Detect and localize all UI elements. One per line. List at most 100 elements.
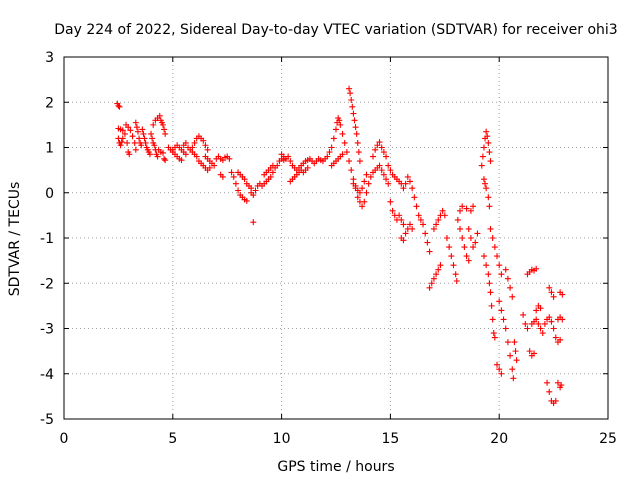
data-point (404, 173, 411, 180)
data-point (354, 194, 361, 201)
data-point (341, 139, 348, 146)
data-point (352, 182, 359, 189)
data-point (557, 336, 564, 343)
data-point (457, 225, 464, 232)
data-point (480, 144, 487, 151)
data-point (437, 262, 444, 269)
data-point (402, 180, 409, 187)
data-point (363, 171, 370, 178)
data-point (337, 121, 344, 128)
data-point (550, 325, 557, 332)
data-point (502, 325, 509, 332)
data-point (136, 135, 143, 142)
data-point (430, 225, 437, 232)
data-point (228, 169, 235, 176)
data-point (450, 262, 457, 269)
data-point (389, 207, 396, 214)
data-point (127, 127, 134, 134)
data-point (378, 144, 385, 151)
data-point (141, 135, 148, 142)
data-point (200, 137, 207, 144)
data-point (415, 212, 422, 219)
data-point (482, 180, 489, 187)
data-point (420, 221, 427, 228)
data-point (250, 219, 257, 226)
data-point (409, 225, 416, 232)
data-point (487, 225, 494, 232)
data-point (498, 271, 505, 278)
x-tick-label: 20 (490, 431, 508, 447)
data-point (509, 293, 516, 300)
chart-title: Day 224 of 2022, Sidereal Day-to-day VTE… (54, 22, 617, 38)
data-point (119, 135, 126, 142)
data-point (326, 149, 333, 156)
data-point (150, 121, 157, 128)
data-point (520, 311, 527, 318)
data-point (121, 130, 128, 137)
data-point (352, 124, 359, 131)
data-point (402, 230, 409, 237)
data-point (424, 239, 431, 246)
data-point (474, 230, 481, 237)
data-point (541, 320, 548, 327)
data-point (489, 316, 496, 323)
y-tick-label: -4 (40, 367, 54, 383)
data-point (406, 221, 413, 228)
data-point (219, 173, 226, 180)
data-point (361, 178, 368, 185)
data-point (124, 139, 131, 146)
data-point (160, 149, 167, 156)
data-point (535, 320, 542, 327)
data-point (346, 85, 353, 92)
data-point (380, 171, 387, 178)
data-point (559, 291, 566, 298)
y-tick-label: -2 (40, 276, 54, 292)
data-point (498, 370, 505, 377)
data-point (483, 185, 490, 192)
data-point (154, 115, 161, 122)
data-point (383, 153, 390, 160)
data-point (115, 102, 122, 109)
data-point (348, 167, 355, 174)
data-point (478, 162, 485, 169)
data-point (490, 330, 497, 337)
data-point (470, 244, 477, 251)
data-point (400, 185, 407, 192)
data-point (385, 180, 392, 187)
data-point (151, 142, 158, 149)
y-tick-label: 1 (45, 141, 54, 157)
data-point (413, 203, 420, 210)
data-point (347, 90, 354, 97)
data-point (406, 178, 413, 185)
data-point (411, 194, 418, 201)
data-point (487, 289, 494, 296)
data-point (346, 158, 353, 165)
data-point (269, 169, 276, 176)
data-point (533, 265, 540, 272)
y-tick-label: 3 (45, 50, 54, 66)
data-point (498, 307, 505, 314)
data-point (241, 176, 248, 183)
x-tick-label: 25 (599, 431, 617, 447)
data-point (494, 253, 501, 260)
data-point (470, 203, 477, 210)
data-point (479, 153, 486, 160)
data-point (385, 162, 392, 169)
data-point (369, 153, 376, 160)
data-point (500, 316, 507, 323)
data-point (496, 366, 503, 373)
data-point (129, 133, 136, 140)
data-point (287, 158, 294, 165)
data-point (484, 133, 491, 140)
x-tick-label: 5 (168, 431, 177, 447)
data-point (142, 139, 149, 146)
data-point (339, 151, 346, 158)
x-tick-label: 0 (60, 431, 69, 447)
data-point (507, 352, 514, 359)
y-tick-label: 0 (45, 186, 54, 202)
data-point (202, 142, 209, 149)
data-point (428, 280, 435, 287)
data-point (162, 157, 169, 164)
data-point (509, 366, 516, 373)
data-point (465, 257, 472, 264)
